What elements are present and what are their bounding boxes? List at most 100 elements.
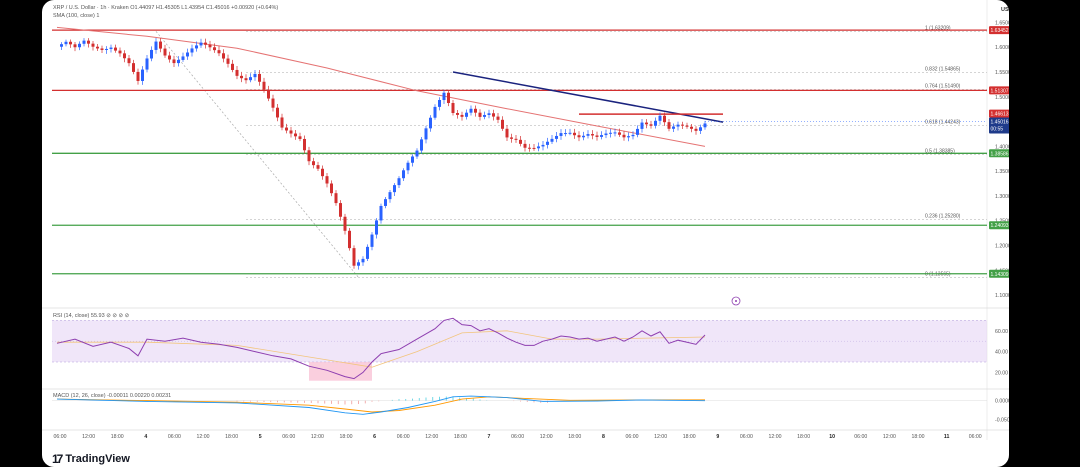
candle-body — [618, 132, 621, 135]
candle-body — [181, 56, 185, 60]
candle-body — [168, 55, 171, 60]
fib-level-label: 0.832 (1.54865) — [925, 67, 961, 73]
time-axis-label: 18:00 — [225, 434, 238, 440]
candle-body — [100, 48, 104, 50]
candle-body — [451, 103, 455, 114]
tradingview-logo[interactable]: 17 TradingView — [52, 452, 130, 466]
candle-body — [420, 139, 423, 151]
candle-body — [384, 199, 387, 206]
sma-legend: SMA (100, close) 1 — [53, 13, 100, 19]
candle-body — [438, 99, 441, 107]
candle-body — [352, 248, 356, 266]
candle-body — [298, 136, 302, 139]
candle-body — [375, 220, 378, 235]
time-axis-label: 10 — [829, 434, 835, 440]
candle-body — [442, 92, 446, 100]
level-price-tag-label: 1.14309 — [991, 272, 1009, 278]
candle-body — [64, 41, 68, 45]
rsi-legend: RSI (14, close) 55.93 ⊘ ⊘ ⊘ ⊘ — [53, 313, 130, 319]
tradingview-wordmark: TradingView — [65, 453, 130, 465]
candle-body — [361, 258, 365, 263]
time-axis-label: 18:00 — [340, 434, 353, 440]
time-axis-label: 12:00 — [425, 434, 438, 440]
candle-body — [186, 52, 189, 57]
candle-body — [681, 124, 684, 126]
candle-body — [591, 134, 594, 136]
price-tick-label: 1.60000 — [995, 45, 1009, 51]
candle-body — [469, 108, 473, 113]
candle-body — [334, 193, 338, 204]
candle-body — [343, 216, 347, 231]
sma-100-line — [56, 26, 706, 147]
candle-body — [69, 41, 72, 45]
candle-body — [600, 135, 603, 137]
candle-body — [370, 234, 374, 247]
candle-body — [415, 150, 419, 157]
time-axis-label: 5 — [259, 434, 262, 440]
price-tick-label: 1.50000 — [995, 95, 1009, 101]
current-price-label: 1.45016 — [991, 120, 1009, 126]
time-axis-label: 11 — [944, 434, 950, 440]
candle-body — [172, 59, 176, 64]
time-axis-label: 9 — [716, 434, 719, 440]
level-price-tag — [989, 221, 1009, 230]
tradingview-mark-icon: 17 — [52, 452, 63, 466]
candle-body — [136, 71, 140, 81]
time-axis-label: 06:00 — [969, 434, 982, 440]
fib-level-label: 0.618 (1.44243) — [925, 119, 961, 125]
candle-body — [672, 126, 675, 129]
candle-body — [303, 138, 306, 151]
level-price-tag-label: 1.24093 — [991, 223, 1009, 229]
candle-body — [177, 59, 180, 64]
candle-body — [199, 42, 203, 46]
candle-body — [258, 73, 261, 82]
candle-body — [487, 113, 491, 115]
candle-body — [406, 162, 410, 171]
candle-body — [519, 139, 522, 144]
candle-body — [195, 45, 198, 49]
candle-body — [294, 133, 297, 137]
candle-body — [154, 41, 158, 50]
candle-body — [474, 108, 477, 113]
rsi-band — [52, 320, 987, 362]
candle-body — [456, 113, 459, 115]
candle-body — [249, 77, 252, 81]
candle-body — [636, 128, 639, 135]
candle-body — [348, 230, 351, 249]
candle-body — [321, 168, 324, 177]
candle-body — [667, 122, 671, 129]
fib-level-label: 0.5 (1.38385) — [925, 148, 955, 154]
time-axis-label: 18:00 — [797, 434, 810, 440]
candle-body — [397, 178, 401, 186]
chart-canvas[interactable]: USD1.650001.600001.550001.500001.450001.… — [42, 0, 1009, 467]
level-price-tag — [989, 149, 1009, 158]
candle-body — [231, 63, 234, 70]
candle-body — [690, 126, 693, 129]
candle-body — [478, 112, 482, 117]
candle-body — [645, 122, 648, 125]
price-tick-label: 1.30000 — [995, 194, 1009, 200]
time-axis-label: 6 — [373, 434, 376, 440]
candle-body — [465, 112, 468, 117]
time-axis-label: 12:00 — [540, 434, 553, 440]
candle-body — [204, 42, 207, 45]
time-axis-label: 06:00 — [854, 434, 867, 440]
candle-body — [325, 176, 329, 184]
candle-body — [240, 75, 243, 79]
candle-body — [82, 40, 86, 44]
time-axis-label: 12:00 — [197, 434, 210, 440]
time-axis-label: 06:00 — [282, 434, 295, 440]
alert-circle-icon — [731, 296, 741, 306]
candle-body — [505, 128, 509, 138]
price-tick-label: 1.65000 — [995, 20, 1009, 26]
candle-body — [244, 78, 248, 81]
candle-body — [285, 127, 288, 131]
candle-body — [573, 132, 576, 136]
candle-body — [528, 147, 531, 149]
price-tick-label: 1.35000 — [995, 169, 1009, 175]
candle-body — [393, 185, 396, 193]
level-price-tag — [989, 26, 1009, 35]
candle-body — [159, 41, 162, 49]
candle-body — [555, 135, 558, 139]
macd-legend: MACD (12, 26, close) -0.00011 0.00220 0.… — [53, 393, 172, 399]
